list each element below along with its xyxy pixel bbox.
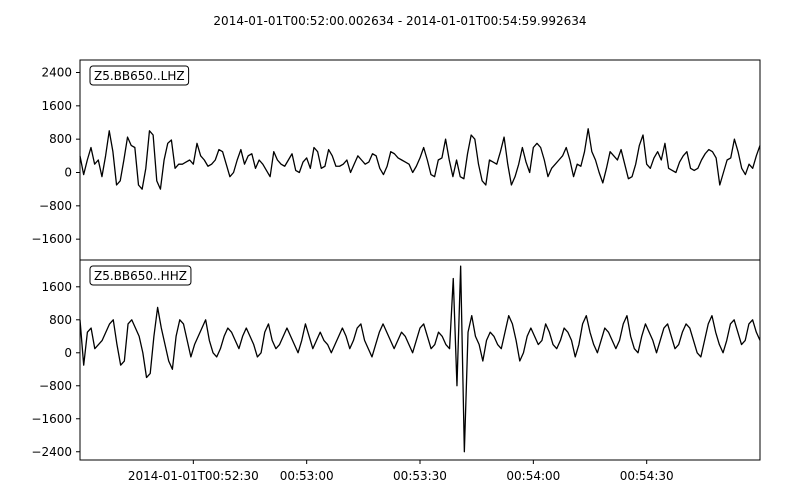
- y-tick-label: −1600: [31, 412, 72, 426]
- x-tick-label: 00:54:30: [620, 469, 674, 483]
- channel-label-box: [89, 265, 192, 286]
- panel-2: 1600 800 0 −800 −1600 −2400 Z5.BB650..HHZ: [31, 259, 761, 461]
- y-tick-label: 0: [64, 166, 72, 180]
- waveform-trace: [79, 128, 761, 190]
- x-tick-label: 2014-01-01T00:52:30: [128, 469, 259, 483]
- panel-frame: [79, 259, 761, 461]
- y-tick-label: 2400: [41, 66, 72, 80]
- y-tick-label: 800: [49, 132, 72, 146]
- chart-title: 2014-01-01T00:52:00.002634 - 2014-01-01T…: [213, 14, 586, 28]
- y-tick-label: 800: [49, 313, 72, 327]
- y-tick-label: −2400: [31, 445, 72, 459]
- channel-label: Z5.BB650..HHZ: [94, 269, 187, 283]
- waveform-trace: [79, 265, 761, 453]
- y-tick-label: 0: [64, 346, 72, 360]
- channel-label: Z5.BB650..LHZ: [94, 69, 185, 83]
- panel-frame: [79, 59, 761, 261]
- x-tick-label: 00:53:30: [393, 469, 447, 483]
- y-tick-label: −1600: [31, 232, 72, 246]
- panel-1: 2400 1600 800 0 −800 −1600 Z5.BB650..LHZ: [31, 59, 761, 261]
- y-tick-label: −800: [39, 199, 72, 213]
- panels-layer: 2400 1600 800 0 −800 −1600 Z5.BB650..LHZ 1600 80…: [31, 59, 761, 461]
- x-tick-label: 00:53:00: [280, 469, 334, 483]
- y-tick-label: 1600: [41, 280, 72, 294]
- channel-label-box: [89, 65, 190, 86]
- x-axis: 2014-01-01T00:52:30 00:53:00 00:53:30 00:54…: [128, 460, 674, 483]
- y-tick-label: 1600: [41, 99, 72, 113]
- y-tick-label: −800: [39, 379, 72, 393]
- x-tick-label: 00:54:00: [506, 469, 560, 483]
